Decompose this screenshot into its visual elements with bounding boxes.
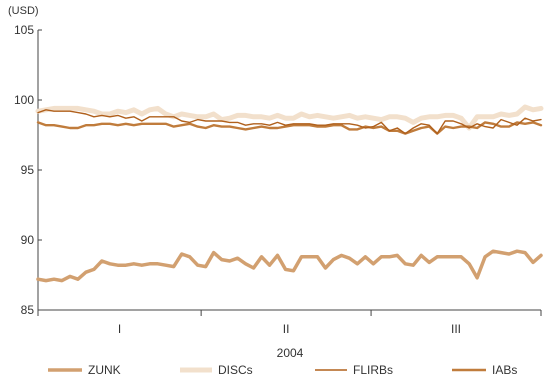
legend-label-flirbs: FLIRBs	[353, 363, 393, 377]
x-tick-label: III	[451, 322, 461, 336]
chart-series	[35, 104, 544, 283]
y-axis-unit-label: (USD)	[8, 5, 39, 17]
legend-label-zunk: ZUNK	[88, 363, 121, 377]
x-tick-label: I	[118, 322, 121, 336]
legend-label-discs: DISCs	[218, 363, 253, 377]
y-tick-label: 100	[14, 93, 34, 107]
y-tick-label: 85	[21, 303, 35, 317]
series-line-discs	[35, 104, 544, 131]
legend-label-iabs: IABs	[492, 363, 517, 377]
x-axis-title: 2004	[277, 346, 304, 360]
y-tick-label: 105	[14, 23, 34, 37]
series-line-flirbs	[37, 109, 542, 135]
chart-legend: ZUNK DISCs FLIRBs IABs	[48, 363, 517, 377]
y-tick-label: 95	[21, 163, 35, 177]
series-line-zunk	[36, 249, 543, 283]
y-tick-label: 90	[21, 233, 35, 247]
x-tick-label: II	[283, 322, 290, 336]
series-line-iabs	[36, 121, 543, 135]
